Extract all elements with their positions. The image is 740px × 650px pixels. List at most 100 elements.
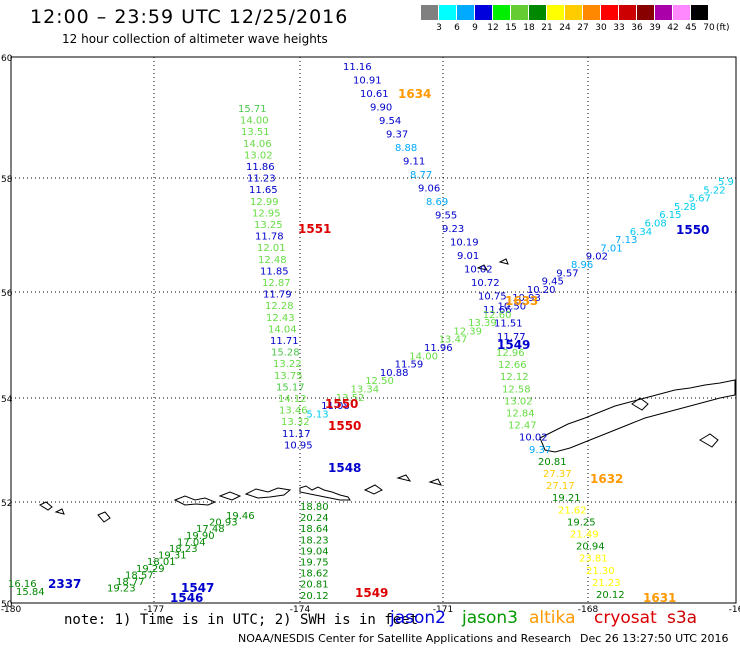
wave-height-value: 11.66 <box>483 305 512 316</box>
wave-height-value: 8.88 <box>395 143 417 154</box>
wave-height-value: 12.60 <box>483 310 512 321</box>
colorbar-swatch <box>619 5 636 20</box>
map-title: 12:00 – 23:59 UTC 12/25/2016 <box>30 6 349 28</box>
colorbar-swatch <box>637 5 654 20</box>
wave-height-value: 20.94 <box>576 542 605 553</box>
colorbar-label: 70 <box>703 23 715 33</box>
wave-height-value: 13.02 <box>504 396 533 407</box>
wave-height-value: 9.45 <box>542 277 564 288</box>
wave-height-value: 10.93 <box>512 293 541 304</box>
wave-height-value: 13.46 <box>279 406 308 417</box>
wave-height-value: 12.99 <box>250 197 279 208</box>
legend-altika: altika <box>529 608 576 628</box>
colorbar-label: 9 <box>472 23 478 33</box>
wave-height-value: 13.32 <box>281 417 310 428</box>
wave-height-value: 5.28 <box>674 202 696 213</box>
wave-height-value: 5.9 <box>718 177 734 188</box>
near-islands <box>38 501 111 523</box>
wave-height-value: 11.78 <box>255 232 284 243</box>
wave-height-value: 19.75 <box>300 558 329 569</box>
wave-height-value: 8.96 <box>571 260 593 271</box>
legend-s3a: s3a <box>667 608 698 628</box>
colorbar-label: 24 <box>559 23 571 33</box>
pass-time-label: 1548 <box>328 461 361 475</box>
colorbar-swatch <box>583 5 600 20</box>
wave-height-value: 11.23 <box>247 174 276 185</box>
wave-height-value: 18.62 <box>300 569 329 580</box>
wave-height-value: 19.90 <box>186 531 215 542</box>
wave-height-value: 8.77 <box>410 170 432 181</box>
pass-time-label: 1633 <box>505 294 538 308</box>
wave-height-value: 6.08 <box>645 219 667 230</box>
pass-time-label: 1631 <box>643 591 676 605</box>
wave-height-value: 13.47 <box>439 335 468 346</box>
wave-height-value: 21.62 <box>558 505 587 516</box>
wave-height-value: 10.61 <box>360 89 389 100</box>
latitude-label: 54 <box>1 395 13 405</box>
legend-jason3: jason3 <box>462 608 518 628</box>
note-text: note: 1) Time is in UTC; 2) SWH is in fe… <box>64 612 419 628</box>
wave-height-value: 12.96 <box>496 348 525 359</box>
wave-height-value: 16.16 <box>8 579 37 590</box>
wave-height-value: 11.59 <box>395 360 424 371</box>
wave-height-value: 9.57 <box>556 268 578 279</box>
latitude-label: 58 <box>1 175 13 185</box>
kodiak-area <box>631 397 719 448</box>
wave-height-value: 9.01 <box>457 251 479 262</box>
colorbar-swatch <box>655 5 672 20</box>
map-subtitle: 12 hour collection of altimeter wave hei… <box>62 32 328 46</box>
wave-height-value: 15.17 <box>276 382 305 393</box>
wave-height-value: 19.29 <box>136 564 165 575</box>
legend-jason2: jason2 <box>390 608 446 628</box>
pass-time-label: 1632 <box>590 472 623 486</box>
wave-height-value: 21.30 <box>586 566 615 577</box>
credit-text: NOAA/NESDIS Center for Satellite Applica… <box>238 632 572 645</box>
colorbar-swatch <box>457 5 474 20</box>
wave-height-value: 20.81 <box>300 580 329 591</box>
wave-height-value: 13.22 <box>273 359 302 370</box>
longitude-label: -174 <box>290 605 311 615</box>
wave-height-value: 11.79 <box>263 290 292 301</box>
wave-height-value: 5.22 <box>703 185 725 196</box>
wave-height-value: 12.39 <box>453 326 482 337</box>
wave-height-value: 18.57 <box>125 570 154 581</box>
longitude-label: -171 <box>433 605 453 615</box>
colorbar-swatch <box>529 5 546 20</box>
colorbar-swatch <box>691 5 708 20</box>
wave-height-value: 23.81 <box>579 554 608 565</box>
pass-time-label: 1634 <box>398 87 431 101</box>
wave-height-value: 5.13 <box>306 409 328 420</box>
wave-height-value: 20.12 <box>300 591 329 602</box>
wave-height-value: 17.04 <box>177 537 206 548</box>
wave-height-value: 19.21 <box>552 493 581 504</box>
wave-height-value: 10.19 <box>450 238 479 249</box>
wave-height-value: 9.23 <box>442 224 464 235</box>
pass-time-label: 1547 <box>181 581 214 595</box>
wave-height-value: 14.12 <box>278 394 307 405</box>
wave-height-value: 12.01 <box>257 243 286 254</box>
wave-height-value: 18.80 <box>300 502 329 513</box>
colorbar-swatch <box>565 5 582 20</box>
graticule <box>11 57 736 603</box>
wave-height-value: 17.48 <box>196 524 225 535</box>
pribilof-islands <box>476 258 509 271</box>
wave-height-value: 12.84 <box>506 409 535 420</box>
wave-height-value: 9.54 <box>379 116 401 127</box>
wave-height-value: 11.17 <box>282 429 311 440</box>
wave-height-value: 10.91 <box>353 76 382 87</box>
colorbar-label: 15 <box>505 23 517 33</box>
wave-height-value: 12.66 <box>498 360 527 371</box>
wave-height-value: 9.11 <box>403 157 425 168</box>
wave-height-value: 12.47 <box>508 421 537 432</box>
map-frame <box>10 56 737 604</box>
colorbar-swatch <box>601 5 618 20</box>
colorbar-label: 39 <box>649 23 661 33</box>
wave-height-value: 10.72 <box>471 278 500 289</box>
wave-height-value: 13.75 <box>274 371 303 382</box>
wave-height-value: 11.86 <box>246 162 275 173</box>
wave-height-value: 11.85 <box>260 266 289 277</box>
pass-time-label: 1550 <box>676 223 709 237</box>
wave-height-value: 14.00 <box>409 351 438 362</box>
wave-height-value: 6.15 <box>659 210 681 221</box>
